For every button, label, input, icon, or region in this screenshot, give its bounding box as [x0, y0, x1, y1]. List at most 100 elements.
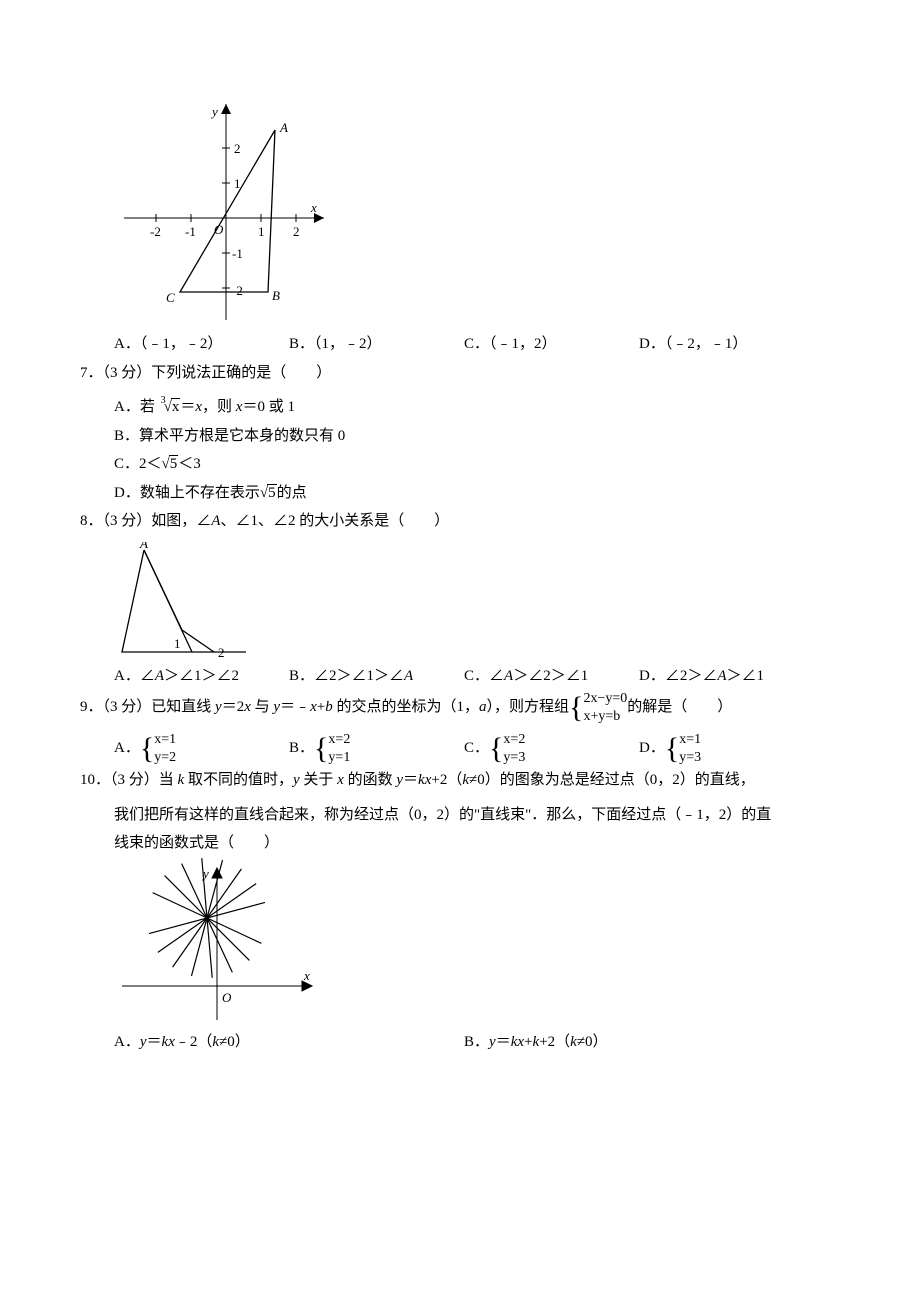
q6-opt-d: （﹣2，﹣1）: [665, 336, 748, 352]
q9-b-l1: x=2: [328, 731, 350, 749]
q9-eq1: ＝2: [222, 699, 245, 715]
q8-a-2: A: [155, 668, 164, 684]
svg-text:-2: -2: [150, 224, 161, 239]
q10-b-plus: +: [524, 1034, 532, 1050]
q8-options: A．∠A＞∠1＞∠2 B．∠2＞∠1＞∠A C．∠A＞∠2＞∠1 D．∠2＞∠A…: [80, 662, 840, 691]
q7-a-post: ，则: [202, 399, 236, 415]
q10-y1: y: [293, 772, 300, 788]
svg-text:2: 2: [234, 141, 241, 156]
q10-line2: 我们把所有这样的直线合起来，称为经过点（0，2）的"直线束"．那么，下面经过点（…: [80, 801, 840, 830]
q9-b: b: [325, 699, 333, 715]
q9: 9．（3 分）已知直线 y＝2x 与 y＝﹣x+b 的交点的坐标为（1，a），则…: [80, 690, 840, 725]
q7-d-post: 的点: [277, 485, 307, 501]
q8-d-2: A: [717, 668, 726, 684]
q8-a-3: ＞∠1＞∠2: [164, 668, 239, 684]
q9-number: 9: [80, 699, 88, 715]
q7-c-post: ＜3: [178, 456, 201, 472]
q9-a-l2: y=2: [154, 749, 176, 767]
q10-s2: 取不同的值时，: [184, 772, 293, 788]
q10-s4: 的函数: [344, 772, 397, 788]
q8-d-1: ∠2＞∠: [665, 668, 718, 684]
q7-c-sqrt: 5: [169, 455, 179, 473]
svg-text:y: y: [210, 104, 218, 119]
q7-points: （3 分）: [103, 365, 152, 381]
q10-s3: 关于: [300, 772, 338, 788]
q10-s1: 当: [159, 772, 178, 788]
q10-a-y: y: [140, 1034, 147, 1050]
q9-c-l2: y=3: [503, 749, 525, 767]
q7: 7．（3 分）下列说法正确的是（ ）: [80, 359, 840, 388]
q10-b-eq: ＝: [496, 1034, 511, 1050]
q7-a-pre: 若: [140, 399, 159, 415]
q10-options: A．y＝kx﹣2（k≠0） B．y＝kx+k+2（k≠0）: [80, 1028, 840, 1057]
q10-b-k3: k: [570, 1034, 577, 1050]
q8-d-3: ＞∠1: [727, 668, 765, 684]
q7-number: 7: [80, 365, 88, 381]
q8-c-3: ＞∠2＞∠1: [513, 668, 588, 684]
q7-stem: 下列说法正确的是（ ）: [151, 365, 331, 381]
q8-c-2: A: [504, 668, 513, 684]
q10-k2: k: [418, 772, 425, 788]
q9-options: A．{x=1y=2 B．{x=2y=1 C．{x=2y=3 D．{x=1y=3: [80, 731, 840, 766]
q7-c-pre: 2＜: [139, 456, 162, 472]
svg-text:x: x: [303, 968, 310, 983]
svg-text:A: A: [279, 120, 288, 135]
q10-x1: x: [337, 772, 344, 788]
q6-figure: -2 -1 1 2 1 2 -1 -2 x y O: [114, 90, 840, 330]
q10-b-ne: ≠0）: [577, 1034, 608, 1050]
q9-system: {2x−y=0x+y=b: [569, 690, 627, 725]
svg-text:A: A: [139, 542, 148, 551]
q10-ne0a: ≠0）的图象为总是经过点（0，2）的直线，: [469, 772, 755, 788]
q9-a-l1: x=1: [154, 731, 176, 749]
svg-text:O: O: [222, 990, 232, 1005]
svg-text:2: 2: [293, 224, 300, 239]
svg-text:B: B: [272, 288, 280, 303]
q9-sys-l2: x+y=b: [583, 708, 627, 726]
q9-points: （3 分）: [103, 699, 152, 715]
q8-points: （3 分）: [103, 513, 152, 529]
q10-number: 10: [80, 772, 95, 788]
q9-b-l2: y=1: [328, 749, 350, 767]
q8-a-1: ∠: [140, 668, 155, 684]
q9-d-l2: y=3: [679, 749, 701, 767]
q7-a-tail: ＝0 或 1: [242, 399, 295, 415]
q9-y1: y: [215, 699, 222, 715]
q10-b-rest: +2（: [539, 1034, 570, 1050]
q6-options: A．（﹣1，﹣2） B．（1，﹣2） C．（﹣1，2） D．（﹣2，﹣1）: [80, 330, 840, 359]
q10-points: （3 分）: [110, 772, 159, 788]
svg-text:C: C: [166, 290, 175, 305]
q9-x2: x: [310, 699, 317, 715]
svg-text:1: 1: [234, 176, 241, 191]
q10-eqs: ＝: [403, 772, 418, 788]
q8: 8．（3 分）如图，∠A、∠1、∠2 的大小关系是（ ）: [80, 507, 840, 536]
q9-eq2: ＝﹣: [280, 699, 310, 715]
q6-opt-c: （﹣1，2）: [489, 336, 557, 352]
q9-s2: 与: [251, 699, 274, 715]
q8-number: 8: [80, 513, 88, 529]
svg-text:x: x: [310, 200, 317, 215]
q10-b-y: y: [489, 1034, 496, 1050]
q10-plus2: +2（: [431, 772, 462, 788]
q10-a-x: x: [168, 1034, 175, 1050]
q7-d-pre: 数轴上不存在表示: [140, 485, 260, 501]
svg-text:1: 1: [258, 224, 265, 239]
q9-sys-l1: 2x−y=0: [583, 690, 627, 708]
q9-s3: 的交点的坐标为（1，: [333, 699, 479, 715]
svg-text:-2: -2: [232, 283, 243, 298]
q8-figure: A 1 2: [114, 542, 840, 662]
q10-a-ne: ≠0）: [219, 1034, 250, 1050]
q8-stem-pre: 如图，∠: [151, 513, 211, 529]
q9-s1: 已知直线: [151, 699, 215, 715]
svg-text:-1: -1: [185, 224, 196, 239]
q9-d-l1: x=1: [679, 731, 701, 749]
q9-c-l1: x=2: [503, 731, 525, 749]
q10-a-eq: ＝: [147, 1034, 162, 1050]
q9-plus: +: [317, 699, 325, 715]
q7-a-cbrt-arg: x: [171, 398, 181, 416]
svg-text:2: 2: [218, 645, 225, 660]
q9-a: a: [479, 699, 487, 715]
q7-options: A．若 3√x＝x，则 x＝0 或 1 B．算术平方根是它本身的数只有 0 C．…: [80, 393, 840, 507]
q7-b: 算术平方根是它本身的数只有 0: [139, 428, 345, 444]
q6-opt-b: （1，﹣2）: [314, 336, 382, 352]
q10-line3: 线束的函数式是（ ）: [80, 829, 840, 858]
